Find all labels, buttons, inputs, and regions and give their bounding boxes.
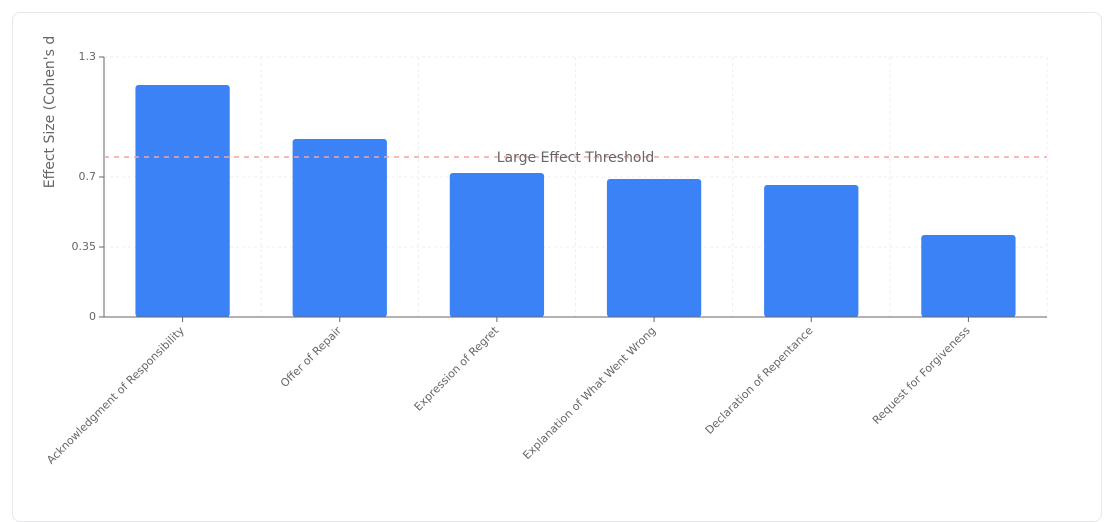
- bar: [606, 179, 702, 317]
- y-axis-title: Effect Size (Cohen's d: [42, 36, 58, 189]
- y-tick-label: 0: [89, 310, 96, 323]
- reference-label: Large Effect Threshold: [497, 150, 655, 166]
- x-tick-label: Request for Forgiveness: [870, 324, 973, 427]
- chart: Effect Size (Cohen's d 0 0.35 0.7 1.3 Acknow…: [42, 36, 1048, 467]
- x-tick-label: Expression of Regret: [412, 324, 502, 414]
- y-tick-label: 0.35: [72, 240, 97, 253]
- bar: [292, 139, 387, 317]
- y-tick-label: 0.7: [79, 170, 97, 183]
- x-tick-label: Explanation of What Went Wrong: [520, 324, 658, 462]
- x-tick-label: Offer of Repair: [278, 324, 344, 390]
- bar: [449, 173, 545, 317]
- bar: [764, 185, 859, 317]
- x-tick-label: Declaration of Repentance: [703, 324, 816, 437]
- bar: [921, 235, 1016, 317]
- x-tick-label: Acknowledgment of Responsibility: [44, 324, 187, 467]
- y-tick-label: 1.3: [79, 50, 97, 63]
- bar: [135, 85, 230, 317]
